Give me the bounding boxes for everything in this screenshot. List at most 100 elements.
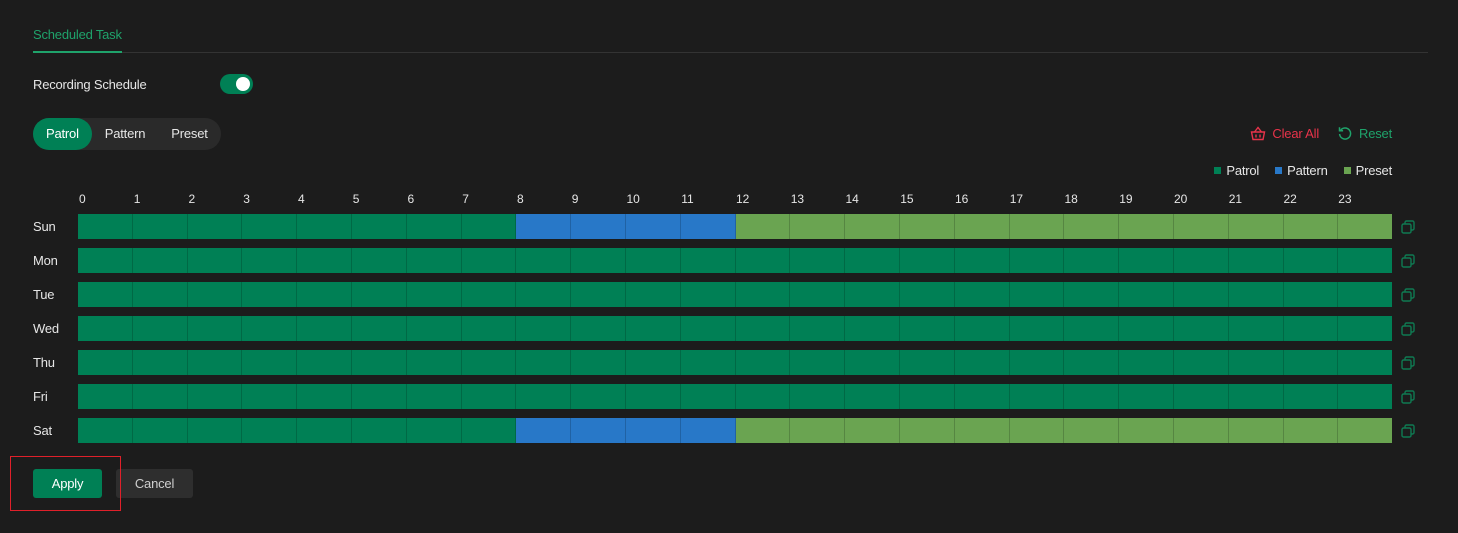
time-slot-preset[interactable] bbox=[1009, 214, 1065, 239]
time-slot-patrol[interactable] bbox=[351, 282, 407, 307]
time-slot-patrol[interactable] bbox=[406, 350, 462, 375]
copy-icon[interactable] bbox=[1400, 355, 1416, 371]
time-slot-patrol[interactable] bbox=[297, 350, 352, 375]
time-slot-patrol[interactable] bbox=[1283, 248, 1339, 273]
time-slot-patrol[interactable] bbox=[406, 282, 462, 307]
time-slot-preset[interactable] bbox=[790, 214, 846, 239]
time-slot-patrol[interactable] bbox=[1119, 384, 1174, 409]
time-slot-patrol[interactable] bbox=[1119, 282, 1174, 307]
time-slot-preset[interactable] bbox=[1064, 418, 1120, 443]
time-slot-patrol[interactable] bbox=[1228, 316, 1284, 341]
time-slot-preset[interactable] bbox=[845, 418, 900, 443]
time-slot-patrol[interactable] bbox=[187, 316, 243, 341]
time-slot-patrol[interactable] bbox=[242, 384, 298, 409]
apply-button[interactable]: Apply bbox=[33, 469, 102, 498]
time-slot-patrol[interactable] bbox=[461, 384, 517, 409]
time-slot-patrol[interactable] bbox=[297, 248, 352, 273]
time-slot-patrol[interactable] bbox=[1064, 350, 1120, 375]
time-slot-patrol[interactable] bbox=[351, 384, 407, 409]
time-slot-patrol[interactable] bbox=[297, 316, 352, 341]
time-slot-patrol[interactable] bbox=[735, 316, 791, 341]
mode-patrol-button[interactable]: Patrol bbox=[33, 118, 92, 150]
time-slot-patrol[interactable] bbox=[461, 316, 517, 341]
time-slot-patrol[interactable] bbox=[1119, 316, 1174, 341]
time-slot-patrol[interactable] bbox=[516, 282, 572, 307]
time-slot-patrol[interactable] bbox=[78, 282, 133, 307]
time-slot-patrol[interactable] bbox=[461, 248, 517, 273]
time-slot-patrol[interactable] bbox=[1173, 316, 1229, 341]
time-slot-patrol[interactable] bbox=[461, 282, 517, 307]
time-slot-patrol[interactable] bbox=[132, 248, 188, 273]
time-slot-patrol[interactable] bbox=[1064, 384, 1120, 409]
time-slot-patrol[interactable] bbox=[406, 384, 462, 409]
time-slot-preset[interactable] bbox=[790, 418, 846, 443]
time-slot-patrol[interactable] bbox=[790, 248, 846, 273]
time-slot-preset[interactable] bbox=[899, 418, 955, 443]
time-slot-patrol[interactable] bbox=[625, 350, 681, 375]
time-slot-patrol[interactable] bbox=[1228, 350, 1284, 375]
time-slot-patrol[interactable] bbox=[351, 248, 407, 273]
time-slot-preset[interactable] bbox=[1338, 214, 1393, 239]
time-slot-patrol[interactable] bbox=[1009, 282, 1065, 307]
time-slot-patrol[interactable] bbox=[242, 350, 298, 375]
day-timeline[interactable] bbox=[78, 282, 1393, 307]
time-slot-patrol[interactable] bbox=[680, 282, 736, 307]
time-slot-patrol[interactable] bbox=[1119, 350, 1174, 375]
time-slot-patrol[interactable] bbox=[1283, 282, 1339, 307]
time-slot-patrol[interactable] bbox=[187, 214, 243, 239]
time-slot-patrol[interactable] bbox=[1338, 248, 1393, 273]
time-slot-patrol[interactable] bbox=[571, 282, 626, 307]
time-slot-pattern[interactable] bbox=[571, 418, 626, 443]
time-slot-preset[interactable] bbox=[899, 214, 955, 239]
time-slot-patrol[interactable] bbox=[571, 350, 626, 375]
time-slot-patrol[interactable] bbox=[461, 214, 517, 239]
time-slot-patrol[interactable] bbox=[1228, 282, 1284, 307]
time-slot-patrol[interactable] bbox=[1009, 316, 1065, 341]
time-slot-patrol[interactable] bbox=[680, 248, 736, 273]
time-slot-patrol[interactable] bbox=[680, 384, 736, 409]
time-slot-patrol[interactable] bbox=[1173, 350, 1229, 375]
time-slot-patrol[interactable] bbox=[1338, 350, 1393, 375]
time-slot-patrol[interactable] bbox=[132, 316, 188, 341]
time-slot-patrol[interactable] bbox=[132, 214, 188, 239]
tab-scheduled-task[interactable]: Scheduled Task bbox=[33, 27, 122, 53]
time-slot-pattern[interactable] bbox=[516, 214, 572, 239]
copy-icon[interactable] bbox=[1400, 321, 1416, 337]
day-timeline[interactable] bbox=[78, 248, 1393, 273]
time-slot-preset[interactable] bbox=[735, 418, 791, 443]
copy-icon[interactable] bbox=[1400, 287, 1416, 303]
time-slot-preset[interactable] bbox=[735, 214, 791, 239]
time-slot-preset[interactable] bbox=[1283, 418, 1339, 443]
time-slot-preset[interactable] bbox=[1338, 418, 1393, 443]
time-slot-patrol[interactable] bbox=[1009, 384, 1065, 409]
time-slot-preset[interactable] bbox=[954, 418, 1010, 443]
time-slot-patrol[interactable] bbox=[571, 384, 626, 409]
time-slot-patrol[interactable] bbox=[735, 350, 791, 375]
time-slot-patrol[interactable] bbox=[954, 384, 1010, 409]
copy-icon[interactable] bbox=[1400, 423, 1416, 439]
time-slot-patrol[interactable] bbox=[1283, 384, 1339, 409]
clear-all-button[interactable]: Clear All bbox=[1250, 126, 1319, 141]
time-slot-patrol[interactable] bbox=[78, 418, 133, 443]
copy-icon[interactable] bbox=[1400, 389, 1416, 405]
time-slot-patrol[interactable] bbox=[899, 384, 955, 409]
day-timeline[interactable] bbox=[78, 316, 1393, 341]
time-slot-patrol[interactable] bbox=[1173, 282, 1229, 307]
time-slot-patrol[interactable] bbox=[899, 248, 955, 273]
time-slot-patrol[interactable] bbox=[954, 316, 1010, 341]
time-slot-patrol[interactable] bbox=[78, 248, 133, 273]
time-slot-patrol[interactable] bbox=[297, 384, 352, 409]
time-slot-patrol[interactable] bbox=[132, 282, 188, 307]
day-timeline[interactable] bbox=[78, 214, 1393, 239]
time-slot-patrol[interactable] bbox=[516, 384, 572, 409]
time-slot-patrol[interactable] bbox=[187, 418, 243, 443]
time-slot-patrol[interactable] bbox=[735, 248, 791, 273]
time-slot-patrol[interactable] bbox=[845, 248, 900, 273]
time-slot-patrol[interactable] bbox=[954, 282, 1010, 307]
time-slot-patrol[interactable] bbox=[187, 384, 243, 409]
time-slot-patrol[interactable] bbox=[1228, 248, 1284, 273]
time-slot-pattern[interactable] bbox=[625, 418, 681, 443]
time-slot-patrol[interactable] bbox=[845, 316, 900, 341]
time-slot-patrol[interactable] bbox=[406, 316, 462, 341]
mode-pattern-button[interactable]: Pattern bbox=[104, 126, 146, 141]
